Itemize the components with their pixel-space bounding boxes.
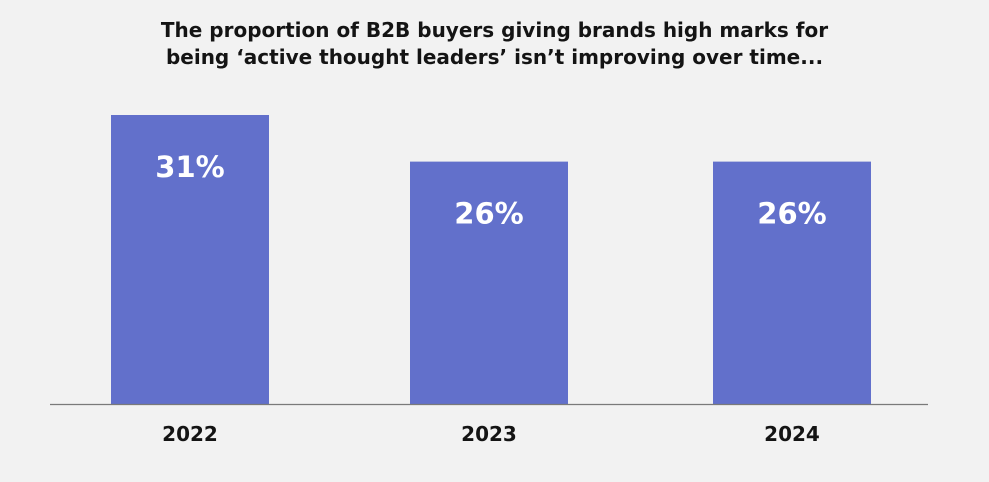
x-tick-label-2023: 2023 — [461, 422, 517, 446]
chart-title: The proportion of B2B buyers giving bran… — [0, 17, 989, 71]
chart-title-line-1: The proportion of B2B buyers giving bran… — [160, 18, 829, 42]
data-label-2024: 26% — [757, 197, 826, 231]
x-tick-label-2024: 2024 — [764, 422, 820, 446]
chart-title-line-2: being ‘active thought leaders’ isn’t imp… — [165, 45, 824, 69]
bar-2022 — [111, 115, 269, 404]
data-label-2023: 26% — [454, 197, 523, 231]
bar-2024 — [713, 161, 871, 404]
x-tick-label-2022: 2022 — [162, 422, 218, 446]
bar-2023 — [410, 161, 568, 404]
data-label-2022: 31% — [155, 150, 224, 184]
